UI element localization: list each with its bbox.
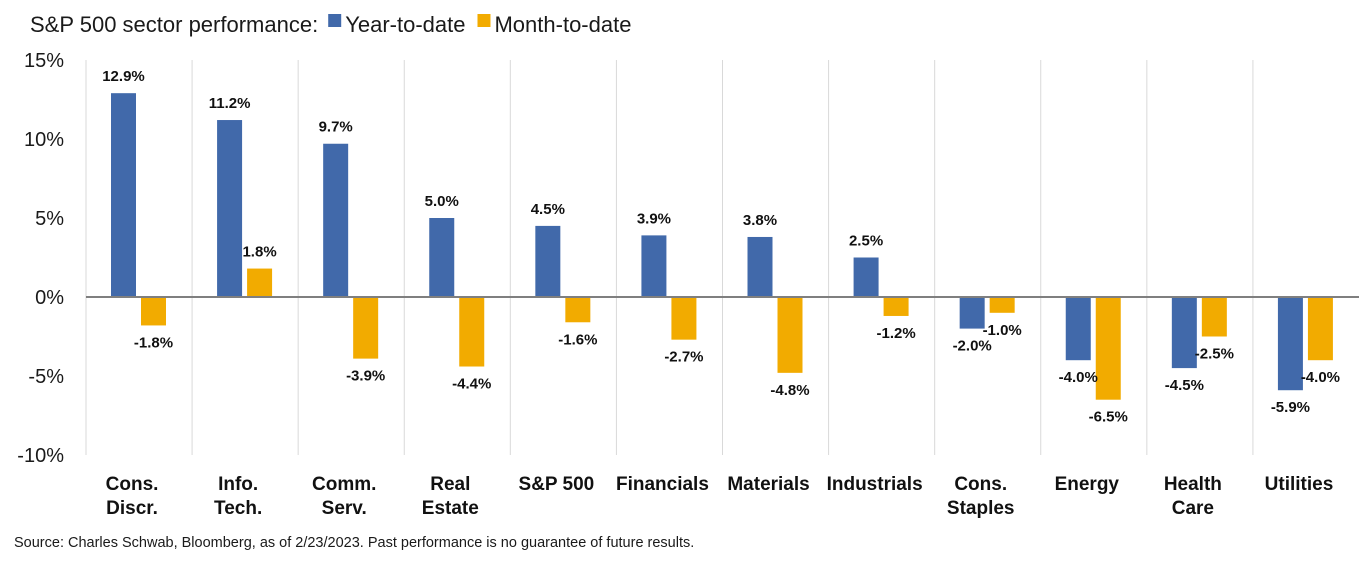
bar-ytd [429, 218, 455, 297]
legend-swatch-0 [328, 14, 342, 27]
bar-ytd [111, 93, 136, 298]
x-tick-label: Energy [1055, 474, 1120, 495]
legend-swatch-1 [477, 14, 491, 27]
y-tick-label: 0% [35, 287, 64, 309]
bar-ytd [1277, 297, 1303, 391]
x-tick-label: Info. Tech. [214, 474, 262, 519]
bar-mtd [989, 297, 1015, 313]
x-axis: Cons. Discr. Info. Tech. Comm. Serv. Real Estat… [106, 474, 1334, 519]
x-tick-label: Real Estate [422, 474, 479, 519]
bar-ytd [853, 257, 879, 297]
data-label: 4.5% [531, 201, 565, 218]
y-tick-label: 15% [24, 50, 64, 72]
data-label: 9.7% [319, 119, 353, 136]
data-label: -1.6% [558, 331, 597, 348]
x-tick-label: Industrials [827, 474, 923, 495]
data-label: 11.2% [209, 95, 251, 112]
data-label: -4.5% [1165, 377, 1204, 394]
y-tick-label: 10% [24, 129, 64, 151]
data-label: -4.4% [452, 376, 491, 393]
legend-label-1: Month-to-date [494, 12, 631, 37]
data-label: -2.0% [953, 338, 992, 355]
bar-mtd [777, 297, 803, 373]
bar-ytd [1065, 297, 1091, 361]
bars [111, 93, 1333, 400]
bar-mtd [353, 297, 379, 359]
x-tick-label: Utilities [1265, 474, 1334, 495]
data-label: 3.9% [637, 210, 671, 227]
data-label: -3.9% [346, 368, 385, 385]
data-label: -1.8% [134, 334, 173, 351]
data-label: 5.0% [425, 193, 459, 210]
data-label: -5.9% [1271, 399, 1310, 416]
data-label: 3.8% [743, 212, 777, 229]
data-label: -4.0% [1059, 369, 1098, 386]
bar-ytd [323, 143, 349, 297]
x-tick-label: Cons. Discr. [106, 474, 159, 519]
bar-mtd [1095, 297, 1121, 400]
data-label: -2.5% [1195, 346, 1234, 363]
data-label: -1.2% [876, 325, 915, 342]
x-tick-label: Financials [616, 474, 709, 495]
bar-ytd [217, 120, 243, 297]
data-label: -4.0% [1301, 369, 1340, 386]
bar-mtd [1201, 297, 1227, 337]
data-label: -1.0% [983, 322, 1022, 339]
data-labels: 12.9%11.2%9.7%5.0% 4.5%3.9% 3.8%2.5%-2.0%-… [102, 68, 1340, 426]
x-tick-label: Cons. Staples [947, 474, 1015, 519]
legend: Year-to-date Month-to-date [328, 12, 631, 37]
y-axis: 15% 10% 5% 0% -5% -10% [17, 50, 64, 467]
bar-mtd [565, 297, 591, 323]
category-separators [85, 60, 1254, 455]
data-label: -4.8% [770, 382, 809, 399]
y-tick-label: -5% [28, 366, 64, 388]
bar-ytd [747, 236, 773, 297]
data-label: -6.5% [1089, 409, 1128, 426]
bar-ytd [1171, 297, 1197, 369]
data-label: 2.5% [849, 233, 883, 250]
legend-label-0: Year-to-date [345, 12, 465, 37]
bar-ytd [535, 225, 561, 297]
bar-mtd [141, 297, 166, 326]
x-tick-label: Materials [727, 474, 809, 495]
x-tick-label: Comm. Serv. [312, 474, 376, 519]
chart-svg: S&P 500 sector performance: Year-to-date… [17, 12, 1359, 519]
bar-mtd [883, 297, 909, 316]
y-tick-label: -10% [17, 445, 64, 467]
bar-mtd [1307, 297, 1333, 361]
bar-mtd [671, 297, 697, 340]
chart-title: S&P 500 sector performance: [30, 12, 318, 37]
bar-ytd [959, 297, 985, 329]
x-tick-label: Health Care [1164, 474, 1222, 519]
bar-mtd [459, 297, 485, 367]
y-tick-label: 5% [35, 208, 64, 230]
data-label: 12.9% [102, 68, 145, 85]
x-tick-label: S&P 500 [519, 474, 595, 495]
bar-mtd [247, 268, 273, 297]
data-label: 1.8% [242, 244, 276, 261]
source-note: Source: Charles Schwab, Bloomberg, as of… [14, 535, 695, 551]
data-label: -2.7% [664, 349, 703, 366]
bar-ytd [641, 235, 667, 297]
